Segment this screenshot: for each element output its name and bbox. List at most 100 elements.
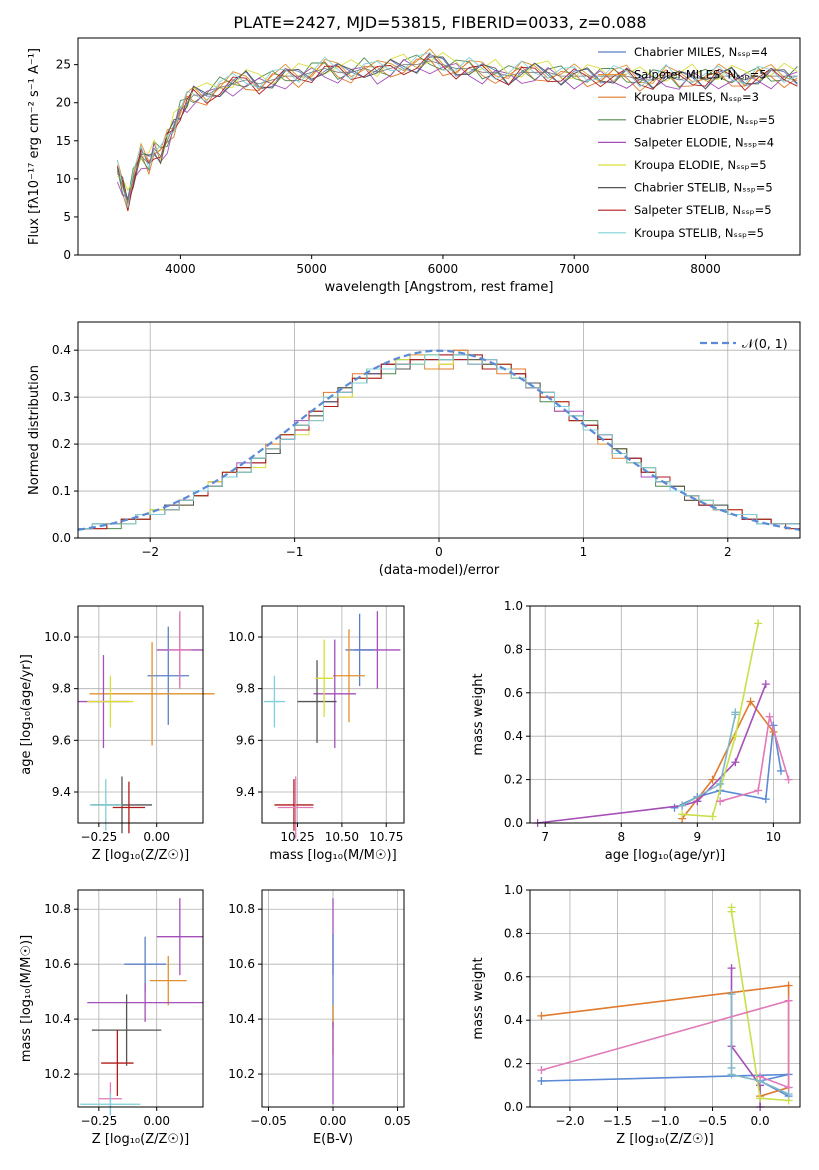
chart-mass-vs-age: 10.25 10.50 10.75 9.4 9.6 9.8 10.0 mass [log₁₀(… xyxy=(228,605,405,863)
y-tick-label: 10 xyxy=(56,172,71,186)
y-tick-label: 9.6 xyxy=(52,733,71,747)
y-tick-label: 9.4 xyxy=(236,785,255,799)
weight-point xyxy=(537,1076,546,1085)
legend-label: 𝒩(0, 1) xyxy=(742,336,788,351)
y-tick-label: 1.0 xyxy=(504,599,523,613)
axes-frame xyxy=(77,321,801,539)
axes-frame xyxy=(529,889,801,1108)
weight-point xyxy=(678,801,687,810)
y-tick-label: 0.6 xyxy=(504,970,523,984)
y-tick-label: 0.6 xyxy=(504,686,523,700)
x-tick-label: 7000 xyxy=(559,262,590,276)
y-tick-label: 9.8 xyxy=(236,682,255,696)
y-tick-label: 0.0 xyxy=(504,816,523,830)
y-axis-label: mass weight xyxy=(471,673,486,755)
y-tick-label: 10.4 xyxy=(44,1012,71,1026)
y-tick-label: 0 xyxy=(63,248,71,262)
y-tick-label: 25 xyxy=(56,58,71,72)
y-tick-label: 9.6 xyxy=(236,733,255,747)
y-tick-label: 0.1 xyxy=(52,484,71,498)
y-tick-label: 9.4 xyxy=(52,785,71,799)
x-tick-label: −0.25 xyxy=(80,830,117,844)
weight-point xyxy=(678,810,687,819)
weight-point xyxy=(731,732,740,741)
chart-age-vs-weight: 7 8 9 10 0.0 0.2 0.4 0.6 0.8 1.0 age [log₁₀(age/yr… xyxy=(471,599,801,863)
x-axis-label: mass [log₁₀(M/M☉)] xyxy=(269,848,396,863)
x-tick-label: 9 xyxy=(694,830,702,844)
x-tick-label: −0.5 xyxy=(698,1114,727,1128)
model-spectrum-line xyxy=(116,52,798,208)
y-tick-label: 0.2 xyxy=(504,773,523,787)
y-tick-label: 0.2 xyxy=(52,437,71,451)
x-tick-label: −0.05 xyxy=(250,1114,287,1128)
y-tick-label: 0.8 xyxy=(504,926,523,940)
y-tick-label: 10.6 xyxy=(44,957,71,971)
y-tick-label: 10.2 xyxy=(228,1067,255,1081)
y-axis-label: Normed distribution xyxy=(27,365,42,495)
y-tick-label: 10.2 xyxy=(44,1067,71,1081)
weight-series-line xyxy=(541,999,790,1089)
axes-frame xyxy=(77,889,204,1108)
weight-point xyxy=(727,907,736,916)
weight-point xyxy=(756,1094,765,1103)
x-tick-label: −1.5 xyxy=(603,1114,632,1128)
weight-point xyxy=(708,812,717,821)
legend-label: Chabrier STELIB, Nₛₛₚ=5 xyxy=(634,181,773,195)
y-tick-label: 20 xyxy=(56,96,71,110)
model-spectrum-line xyxy=(116,58,798,212)
x-tick-label: 0 xyxy=(435,545,443,559)
x-axis-label: Z [log₁₀(Z/Z☉)] xyxy=(92,1132,189,1147)
legend-label: Chabrier ELODIE, Nₛₛₚ=5 xyxy=(634,113,775,127)
legend-label: Kroupa STELIB, Nₛₛₚ=5 xyxy=(634,226,764,240)
y-tick-label: 5 xyxy=(63,210,71,224)
weight-point xyxy=(756,1072,765,1081)
y-tick-label: 1.0 xyxy=(504,883,523,897)
y-tick-label: 15 xyxy=(56,134,71,148)
y-tick-label: 10.4 xyxy=(228,1012,255,1026)
figure-title: PLATE=2427, MJD=53815, FIBERID=0033, z=0… xyxy=(233,13,646,32)
y-tick-label: 10.8 xyxy=(44,902,71,916)
y-axis-label: mass weight xyxy=(471,957,486,1039)
weight-series-line xyxy=(537,683,767,824)
histogram-series xyxy=(78,354,800,530)
x-tick-label: 0.05 xyxy=(384,1114,411,1128)
weight-point xyxy=(761,795,770,804)
axes-frame xyxy=(261,605,405,824)
axes-frame xyxy=(77,37,801,256)
weight-point xyxy=(761,680,770,689)
axes-frame xyxy=(529,605,801,824)
x-tick-label: 6000 xyxy=(428,262,459,276)
x-tick-label: 1 xyxy=(580,545,588,559)
weight-point xyxy=(784,775,793,784)
chart-ebv-vs-mass: −0.05 0.00 0.05 10.2 10.4 10.6 10.8 E(B-V) xyxy=(228,889,411,1147)
chart-residuals: −2 −1 0 1 2 0.0 0.1 0.2 0.3 0.4 (data-model)/error… xyxy=(27,321,801,578)
x-axis-label: E(B-V) xyxy=(313,1132,353,1147)
x-axis-label: age [log₁₀(age/yr)] xyxy=(605,848,726,863)
y-tick-label: 0.8 xyxy=(504,642,523,656)
weight-point xyxy=(727,1070,736,1079)
weight-point xyxy=(754,619,763,628)
y-tick-label: 0.2 xyxy=(504,1057,523,1071)
legend-label: Chabrier MILES, Nₛₛₚ=4 xyxy=(634,45,768,59)
normal-curve xyxy=(77,349,801,531)
y-tick-label: 0.0 xyxy=(504,1100,523,1114)
y-tick-label: 10.0 xyxy=(44,630,71,644)
x-tick-label: 5000 xyxy=(296,262,327,276)
weight-point xyxy=(731,708,740,717)
weight-point xyxy=(784,981,793,990)
model-spectrum-line xyxy=(117,56,798,204)
y-axis-label: Flux [fλ10⁻¹⁷ erg cm⁻² s⁻¹ A⁻¹] xyxy=(27,48,42,245)
y-tick-label: 0.4 xyxy=(504,1013,523,1027)
weight-point xyxy=(727,964,736,973)
weight-point xyxy=(731,758,740,767)
y-axis-label: mass [log₁₀(M/M☉)] xyxy=(19,935,34,1062)
x-tick-label: 0.00 xyxy=(143,830,170,844)
y-tick-label: 10.0 xyxy=(228,630,255,644)
weight-series-line xyxy=(719,716,790,803)
weight-point xyxy=(537,1066,546,1075)
x-tick-label: −2 xyxy=(141,545,159,559)
chart-z-vs-mass: −0.25 0.00 10.2 10.4 10.6 10.8 Z [log₁₀(Z/Z☉)]… xyxy=(19,889,204,1147)
x-axis-label: Z [log₁₀(Z/Z☉)] xyxy=(616,1132,713,1147)
weight-point xyxy=(693,797,702,806)
x-tick-label: 7 xyxy=(541,830,549,844)
